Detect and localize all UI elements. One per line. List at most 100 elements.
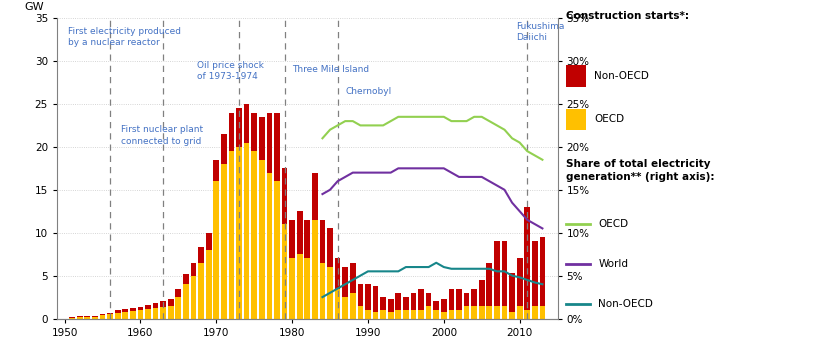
Bar (510, 273, 515, 312)
Bar (160, 302, 166, 307)
Bar (464, 293, 470, 306)
Text: Construction starts*:: Construction starts*: (566, 11, 689, 21)
Bar (418, 289, 424, 310)
Bar (243, 143, 249, 319)
Bar (380, 310, 386, 319)
Bar (153, 308, 159, 319)
Bar (107, 312, 113, 314)
Bar (426, 293, 431, 306)
Bar (69, 317, 75, 318)
Bar (449, 289, 454, 310)
Bar (540, 306, 545, 319)
Bar (130, 308, 136, 311)
Bar (85, 317, 90, 319)
Bar (380, 297, 386, 310)
Bar (517, 258, 523, 306)
Bar (130, 311, 136, 319)
Text: Non-OECD: Non-OECD (594, 71, 649, 81)
Bar (229, 151, 234, 319)
Bar (115, 312, 120, 319)
Bar (335, 289, 340, 319)
Bar (357, 284, 363, 306)
Bar (122, 309, 128, 312)
Bar (418, 310, 424, 319)
Bar (259, 117, 265, 160)
Bar (501, 241, 507, 306)
Bar (92, 316, 98, 317)
Bar (517, 306, 523, 319)
Bar (77, 316, 82, 317)
Bar (85, 316, 90, 317)
Bar (312, 220, 317, 319)
Bar (145, 305, 151, 309)
Text: First electricity produced
by a nuclear reactor: First electricity produced by a nuclear … (68, 27, 182, 47)
Text: Oil price shock
of 1973-1974: Oil price shock of 1973-1974 (197, 61, 265, 81)
Bar (456, 310, 462, 319)
Bar (206, 233, 212, 250)
Bar (77, 317, 82, 319)
Bar (176, 297, 182, 319)
Bar (494, 306, 500, 319)
Bar (388, 299, 393, 312)
Bar (282, 224, 287, 319)
Bar (343, 267, 348, 297)
Bar (343, 297, 348, 319)
Y-axis label: GW: GW (24, 2, 44, 12)
Bar (403, 310, 409, 319)
Bar (540, 237, 545, 306)
Bar (433, 310, 439, 319)
Bar (410, 293, 416, 310)
Bar (479, 280, 484, 306)
Bar (221, 164, 226, 319)
Bar (320, 263, 326, 319)
Bar (532, 306, 538, 319)
Bar (183, 274, 189, 284)
Bar (524, 207, 530, 310)
Text: Chernobyl: Chernobyl (345, 87, 392, 96)
Bar (441, 312, 447, 319)
Bar (320, 220, 326, 263)
Bar (449, 310, 454, 319)
Bar (501, 306, 507, 319)
Bar (510, 312, 515, 319)
Bar (327, 267, 333, 319)
Bar (274, 113, 280, 181)
Bar (236, 108, 242, 147)
Bar (190, 263, 196, 275)
Bar (410, 310, 416, 319)
Bar (297, 211, 303, 254)
Bar (479, 306, 484, 319)
Bar (183, 284, 189, 319)
Bar (199, 263, 204, 319)
Bar (221, 134, 226, 164)
Bar (138, 307, 143, 310)
Bar (259, 160, 265, 319)
Text: Non-OECD: Non-OECD (598, 299, 653, 309)
Bar (350, 263, 356, 293)
Bar (373, 312, 379, 319)
Bar (252, 113, 257, 151)
Bar (236, 147, 242, 319)
Bar (433, 302, 439, 310)
Bar (99, 315, 105, 319)
Bar (312, 173, 317, 220)
Bar (297, 254, 303, 319)
Bar (494, 241, 500, 306)
Text: Fukushima
Daiichi: Fukushima Daiichi (516, 22, 564, 42)
Bar (122, 312, 128, 319)
Bar (464, 306, 470, 319)
Text: OECD: OECD (598, 219, 628, 230)
Bar (107, 314, 113, 319)
Bar (92, 317, 98, 319)
Bar (138, 310, 143, 319)
Bar (365, 284, 371, 310)
Bar (373, 286, 379, 312)
Bar (168, 306, 173, 319)
Bar (266, 113, 272, 173)
Bar (160, 307, 166, 319)
Bar (350, 293, 356, 319)
Bar (289, 258, 295, 319)
Bar (335, 258, 340, 289)
Bar (206, 250, 212, 319)
Bar (243, 104, 249, 143)
